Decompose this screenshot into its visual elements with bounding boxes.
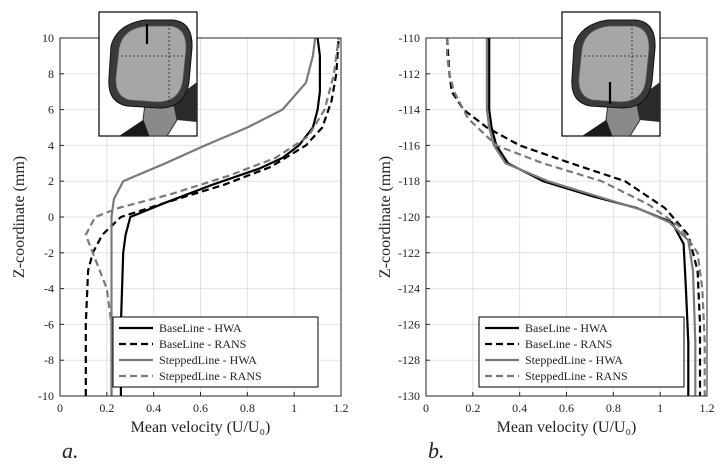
y-tick-label: -128 <box>398 353 420 367</box>
legend-entry: SteppedLine - RANS <box>525 369 628 383</box>
legend-entry: SteppedLine - HWA <box>159 353 257 367</box>
x-tick-label: 0.6 <box>559 401 574 415</box>
x-tick-label: 0.2 <box>99 401 114 415</box>
y-tick-label: 2 <box>48 174 54 188</box>
legend-entry: BaseLine - HWA <box>525 321 608 335</box>
y-tick-label: 10 <box>42 31 54 45</box>
x-tick-label: 1.2 <box>700 401 715 415</box>
legend: BaseLine - HWA BaseLine - RANS SteppedLine… <box>478 316 685 388</box>
x-tick-label: 0.8 <box>240 401 255 415</box>
chart-panel-a: 0 0.2 0.4 0.6 0.8 1 1.2 -10 -8 -6 -4 -2 0 2 4 6 8 10 BaseL… <box>11 11 349 463</box>
y-tick-label: -8 <box>44 353 54 367</box>
x-tick-label: 0.2 <box>465 401 480 415</box>
x-tick-label: 0.6 <box>193 401 208 415</box>
y-tick-label: -4 <box>44 282 54 296</box>
legend-entry: BaseLine - HWA <box>159 321 242 335</box>
y-tick-label: -10 <box>38 389 54 403</box>
panel-label: a. <box>62 438 79 462</box>
axes-frame <box>59 37 342 397</box>
y-tick-label: -118 <box>398 174 420 188</box>
legend-entry: SteppedLine - RANS <box>159 369 262 383</box>
y-tick-label: 8 <box>48 67 54 81</box>
x-tick-label: 0.8 <box>606 401 621 415</box>
legend-entry: BaseLine - RANS <box>525 337 612 351</box>
series-line-0 <box>488 38 690 396</box>
legend-entry: BaseLine - RANS <box>159 337 246 351</box>
y-tick-label: -116 <box>398 138 420 152</box>
panel-label: b. <box>428 438 445 462</box>
y-tick-label: -122 <box>398 246 420 260</box>
y-tick-label: -126 <box>398 317 420 331</box>
y-axis-label: Z-coordinate (mm) <box>11 156 28 278</box>
series-line-2 <box>110 37 317 396</box>
series-line-0 <box>119 37 321 396</box>
y-tick-label: -124 <box>398 282 420 296</box>
x-tick-label: 1 <box>291 401 297 415</box>
mirror-inset-image <box>561 11 661 137</box>
x-tick-label: 1 <box>657 401 663 415</box>
series-line-1 <box>446 37 702 396</box>
legend: BaseLine - HWA BaseLine - RANS SteppedLine… <box>112 316 319 388</box>
chart-panel-b: 0 0.2 0.4 0.6 0.8 1 1.2 -130 -128 -126 -124 -122 -12… <box>377 11 715 463</box>
y-tick-label: 4 <box>48 138 54 152</box>
y-axis-label: Z-coordinate (mm) <box>377 156 394 278</box>
x-tick-label: 0.4 <box>512 401 527 415</box>
x-tick-label: 0 <box>423 401 429 415</box>
x-tick-label: 1.2 <box>334 401 349 415</box>
series-line-1 <box>84 37 340 396</box>
mirror-inset-image <box>98 11 198 137</box>
y-tick-label: -2 <box>44 246 54 260</box>
y-tick-label: 0 <box>48 210 54 224</box>
x-tick-label: 0.4 <box>146 401 161 415</box>
y-tick-label: 6 <box>48 103 54 117</box>
legend-entry: SteppedLine - HWA <box>525 353 623 367</box>
y-tick-label: -120 <box>398 210 420 224</box>
x-tick-label: 0 <box>57 401 63 415</box>
y-tick-label: -112 <box>398 67 420 81</box>
y-tick-label: -130 <box>398 389 420 403</box>
series-line-2 <box>485 38 697 396</box>
x-axis-label: Mean velocity (U/U₀) <box>497 419 637 436</box>
y-tick-label: -110 <box>398 31 420 45</box>
x-axis-label: Mean velocity (U/U₀) <box>131 419 271 436</box>
y-tick-label: -6 <box>44 317 54 331</box>
series-line-3 <box>84 37 340 396</box>
series-line-3 <box>446 38 706 396</box>
y-tick-label: -114 <box>398 103 420 117</box>
